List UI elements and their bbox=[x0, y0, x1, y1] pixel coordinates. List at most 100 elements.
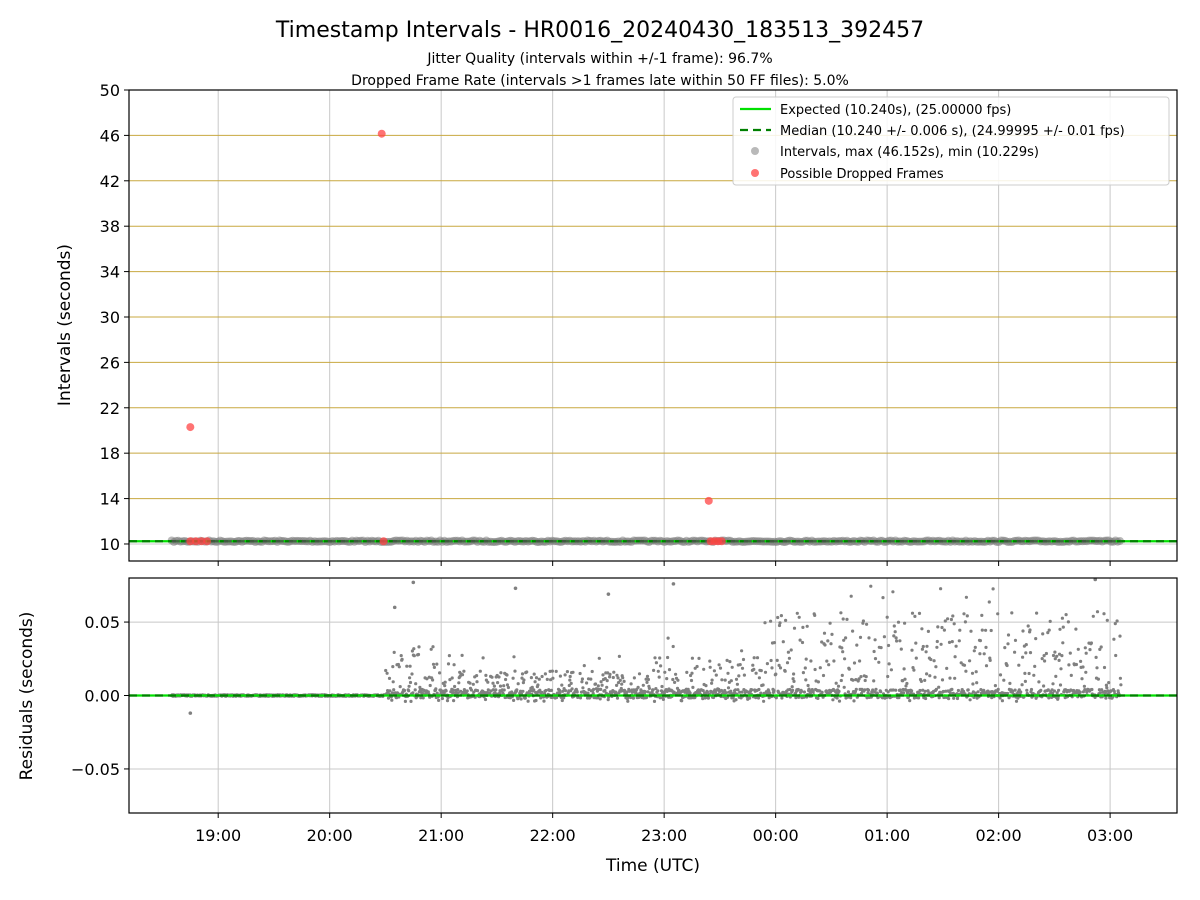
residual-point bbox=[641, 683, 645, 687]
residual-point bbox=[843, 657, 847, 661]
residual-point bbox=[765, 662, 770, 666]
residual-point bbox=[891, 590, 895, 594]
residual-point bbox=[903, 677, 907, 681]
residual-point bbox=[407, 684, 411, 688]
residual-point bbox=[1032, 673, 1036, 677]
residual-point bbox=[671, 677, 675, 682]
x-axis-label: Time (UTC) bbox=[605, 856, 700, 876]
residual-point bbox=[1057, 688, 1061, 692]
residual-point bbox=[906, 695, 910, 700]
residual-point bbox=[505, 673, 509, 677]
residual-point bbox=[834, 681, 838, 685]
residual-point bbox=[849, 696, 853, 700]
residual-point bbox=[1067, 663, 1071, 667]
residual-point bbox=[926, 629, 931, 634]
intervals-plot-frame bbox=[128, 89, 1178, 562]
x-tick-label: 01:00 bbox=[864, 826, 910, 845]
residual-point bbox=[688, 691, 692, 695]
residual-point bbox=[388, 689, 392, 693]
residual-point bbox=[1000, 699, 1005, 703]
residual-point bbox=[616, 681, 621, 685]
residual-point bbox=[806, 683, 810, 688]
residual-point bbox=[1118, 676, 1122, 680]
residual-point bbox=[625, 690, 629, 694]
residual-point bbox=[1052, 689, 1056, 693]
residual-point bbox=[1043, 659, 1047, 663]
residual-point bbox=[996, 612, 1000, 616]
residual-point bbox=[818, 666, 822, 670]
residual-point bbox=[763, 621, 767, 625]
residual-point bbox=[1095, 666, 1099, 670]
residual-point bbox=[1059, 667, 1063, 671]
residual-point bbox=[901, 687, 905, 692]
residual-point bbox=[571, 670, 575, 674]
residual-point bbox=[559, 695, 563, 700]
residual-point bbox=[712, 669, 717, 673]
residual-point bbox=[947, 640, 952, 645]
residual-point bbox=[769, 658, 773, 663]
residual-point bbox=[952, 622, 956, 626]
residual-point bbox=[525, 670, 529, 674]
residual-point bbox=[801, 625, 805, 630]
residual-point bbox=[723, 678, 727, 682]
residual-point bbox=[429, 647, 433, 651]
residual-point bbox=[652, 699, 657, 704]
x-tick-label: 22:00 bbox=[530, 826, 576, 845]
residual-point bbox=[759, 691, 763, 695]
residual-point bbox=[666, 655, 670, 660]
residual-point bbox=[519, 689, 523, 693]
residual-point bbox=[958, 628, 962, 632]
residual-point bbox=[647, 686, 652, 691]
residual-point bbox=[702, 667, 706, 671]
residual-point bbox=[410, 672, 414, 676]
residual-point bbox=[781, 640, 785, 644]
residual-point bbox=[855, 643, 859, 647]
residual-point bbox=[980, 628, 984, 632]
residual-point bbox=[984, 645, 988, 650]
residual-point bbox=[957, 639, 961, 643]
residual-point bbox=[756, 696, 761, 700]
residual-point bbox=[726, 686, 731, 690]
residual-point bbox=[416, 652, 421, 657]
residual-point bbox=[492, 684, 496, 688]
residual-point bbox=[580, 677, 585, 681]
residual-point bbox=[496, 681, 500, 685]
residual-point bbox=[859, 691, 864, 696]
residual-point bbox=[1019, 690, 1023, 694]
residual-point bbox=[502, 688, 506, 692]
residual-point bbox=[914, 656, 918, 660]
residual-point bbox=[1002, 678, 1006, 682]
residual-point bbox=[818, 689, 822, 693]
residual-point bbox=[515, 688, 519, 692]
residual-point bbox=[658, 656, 662, 660]
residual-point bbox=[1081, 665, 1085, 669]
residual-point bbox=[431, 645, 435, 649]
residual-point bbox=[851, 678, 855, 682]
residual-point bbox=[605, 685, 609, 689]
x-tick-label: 21:00 bbox=[418, 826, 464, 845]
residuals-plot-frame bbox=[128, 577, 1178, 814]
residual-point bbox=[975, 681, 979, 685]
residual-point bbox=[1115, 619, 1119, 623]
residual-point bbox=[446, 662, 451, 666]
residual-point bbox=[462, 688, 466, 692]
residual-point bbox=[511, 698, 516, 703]
residual-point bbox=[799, 689, 804, 694]
residual-point bbox=[1095, 610, 1100, 614]
residual-point bbox=[443, 684, 447, 688]
residual-point bbox=[384, 668, 388, 673]
residual-point bbox=[840, 646, 844, 650]
residual-point bbox=[701, 689, 705, 693]
intervals-ytick-label: 34 bbox=[100, 263, 120, 282]
residual-point bbox=[1113, 622, 1117, 626]
residual-point bbox=[534, 698, 538, 703]
residual-point bbox=[1090, 687, 1094, 692]
intervals-ytick-label: 46 bbox=[100, 126, 120, 145]
dropped-frame-point bbox=[186, 537, 195, 546]
residual-point bbox=[390, 698, 394, 702]
residual-point bbox=[713, 688, 717, 692]
residual-point bbox=[904, 688, 909, 693]
residual-point bbox=[435, 662, 439, 666]
residual-point bbox=[660, 684, 664, 689]
